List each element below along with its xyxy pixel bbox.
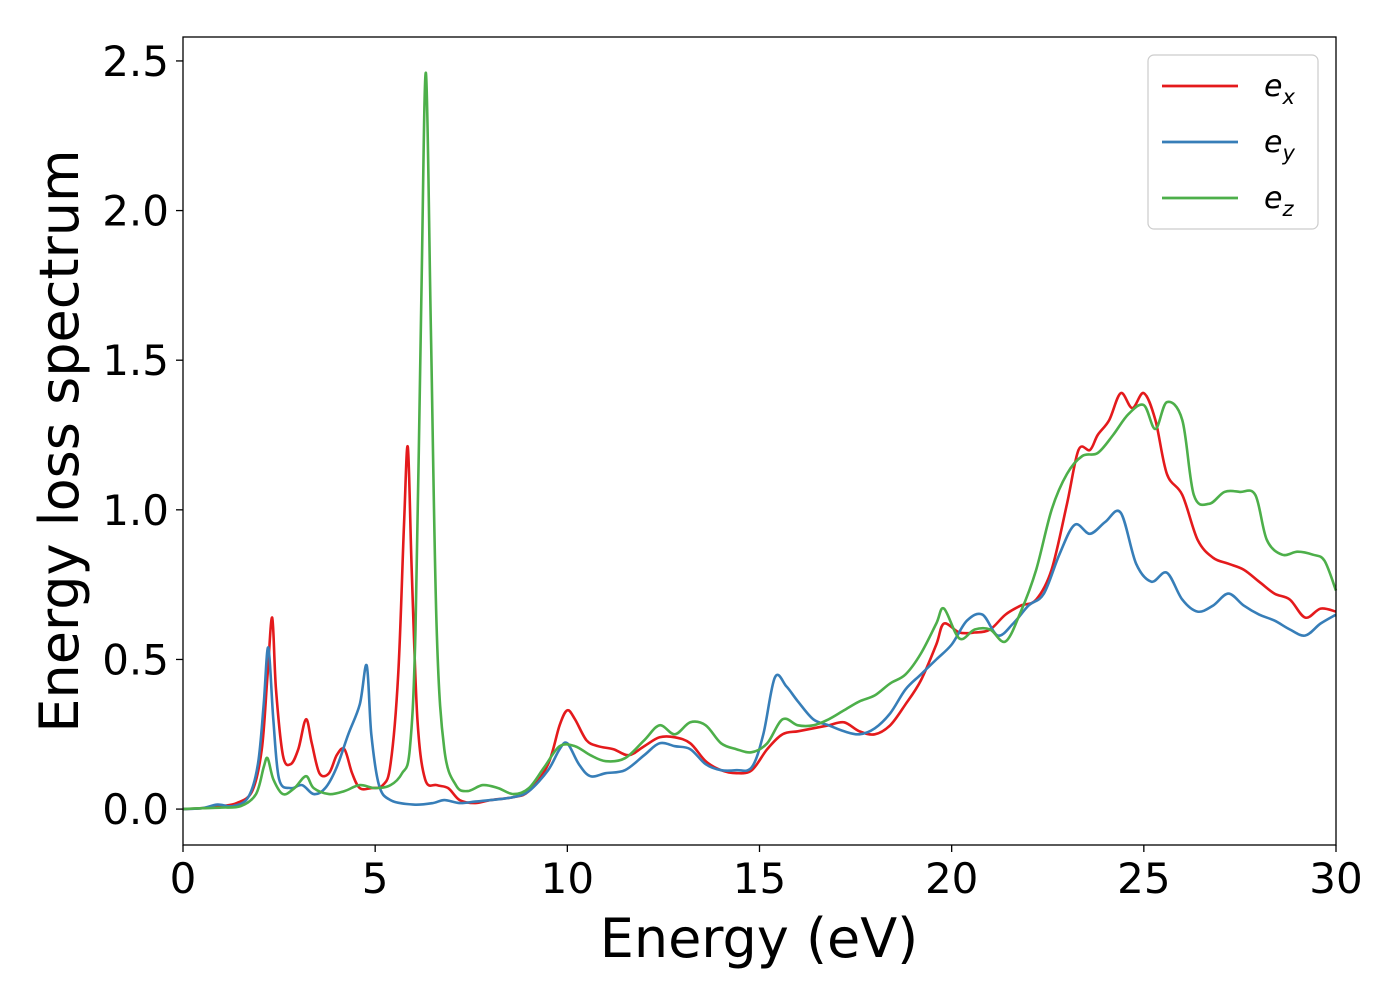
y-axis: 0.0 0.5 1.0 1.5 2.0 2.5 bbox=[102, 37, 183, 834]
series-line-z bbox=[182, 71, 1338, 811]
legend-label-z: ez bbox=[1264, 181, 1294, 221]
x-tick-label: 25 bbox=[1117, 854, 1170, 903]
x-tick-label: 15 bbox=[733, 854, 786, 903]
y-tick-label: 0.5 bbox=[102, 635, 169, 684]
y-tick-label: 1.5 bbox=[102, 336, 169, 385]
y-tick-label: 0.0 bbox=[102, 785, 169, 834]
x-tick-label: 30 bbox=[1309, 854, 1362, 903]
legend-label-x: ex bbox=[1264, 69, 1295, 109]
x-axis-title: Energy (eV) bbox=[600, 907, 919, 970]
x-tick-label: 0 bbox=[170, 854, 197, 903]
series-layer bbox=[182, 71, 1338, 811]
y-axis-title: Energy loss spectrum bbox=[28, 149, 91, 732]
y-tick-label: 2.5 bbox=[102, 37, 169, 86]
legend-label-y: ey bbox=[1264, 125, 1295, 165]
series-line-y bbox=[182, 509, 1337, 811]
y-tick-label: 1.0 bbox=[102, 486, 169, 535]
x-tick-label: 10 bbox=[541, 854, 594, 903]
legend: ex ey ez bbox=[1147, 54, 1319, 230]
x-tick-label: 20 bbox=[925, 854, 978, 903]
x-tick-label: 5 bbox=[362, 854, 389, 903]
y-tick-label: 2.0 bbox=[102, 187, 169, 236]
x-axis: 0 5 10 15 20 25 30 bbox=[170, 845, 1363, 903]
series-line-x bbox=[182, 391, 1337, 811]
